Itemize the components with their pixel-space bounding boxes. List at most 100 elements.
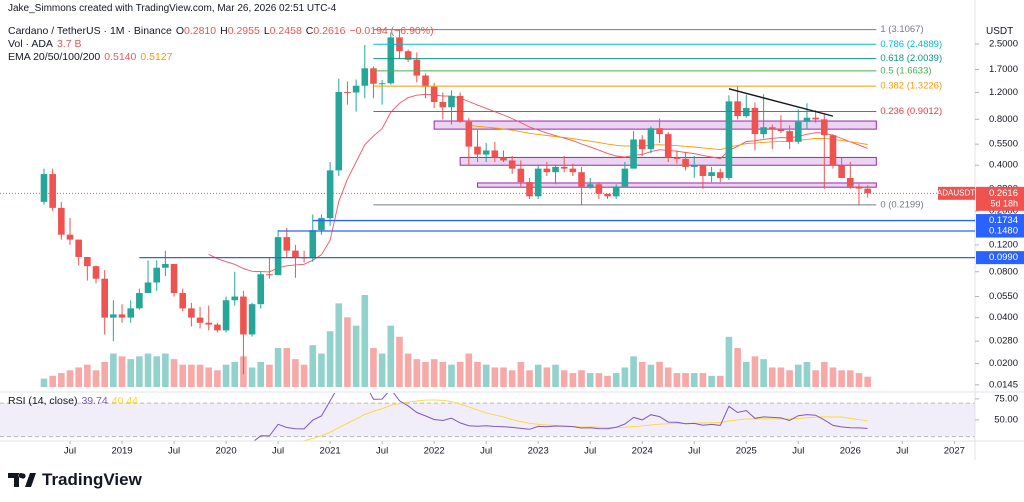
volume-bar [543,367,551,387]
x-tick-label: 2020 [215,446,236,457]
candle-body [118,314,126,318]
candle-body [465,121,473,147]
volume-bar [274,347,282,387]
candle-body [448,95,455,108]
change: −0.0194 (−6.90%) [349,25,434,37]
candle-body [569,168,577,173]
logo-text: TradingView [42,470,142,489]
ohlc-value: 0.2955 [227,25,260,37]
volume-bar [361,295,369,387]
volume-bar [638,361,646,387]
candle-body [794,121,802,142]
candle-body [92,266,100,279]
volume-bar [58,373,65,387]
zone [433,120,877,130]
candle-body [552,166,559,173]
candle-body [578,172,585,187]
symbol-tag [938,186,975,200]
volume-bar [49,375,56,387]
x-tick-label: 2024 [632,446,653,457]
candle-body [274,237,282,276]
zone [477,182,877,188]
y-tick-label: 0.4000 [989,160,1018,171]
volume-bar [205,367,213,387]
x-tick-label: 2027 [944,446,965,457]
candle-body [612,186,620,197]
volume-bar [40,378,48,387]
candle-body [534,168,542,197]
ema-value: 0.5127 [140,51,173,63]
rsi-band [0,403,975,437]
candle-body [188,308,195,318]
candle-body [422,75,429,87]
volume-bar [560,370,568,387]
candle-body [595,184,603,194]
volume-value: 3.7 B [56,38,82,50]
candle-body [170,263,178,294]
y-tick-label: 0.0145 [989,379,1018,390]
candle-body [768,127,776,130]
h-line-tag [976,224,1024,238]
volume-bar [508,370,516,387]
x-tick-label: 2021 [320,446,341,457]
fib-label: 0.618 (2.0039) [880,53,942,64]
volume-bar [534,364,542,387]
volume-bar [760,359,767,387]
candle-body [153,267,161,283]
rsi-value: 39.74 [81,395,108,407]
credit: Jake_Simmons created with TradingView.co… [8,3,336,14]
candle-body [58,207,65,235]
volume-bar [448,364,455,387]
x-tick-label: 2019 [111,446,132,457]
volume-bar [283,347,291,387]
volume-bar [803,361,811,387]
candle-body [760,127,767,135]
ohlc-key: H [220,25,228,37]
volume-bar [387,325,395,387]
candle-body [179,293,187,309]
volume-bar [586,373,594,387]
candle-body [49,174,56,208]
volume-bar [716,375,724,387]
fib-label: 0.382 (1.3226) [880,81,942,92]
logo[interactable]: TradingView [8,470,142,490]
volume-bar [248,367,256,387]
volume-bar [829,367,837,387]
y-tick-label: 0.5500 [989,139,1018,150]
h-line-tag [976,214,1024,228]
volume-bar [595,373,603,387]
candle-body [84,256,91,267]
h-line-label: 0.0990 [989,252,1018,263]
rsi-tick-label: 75.00 [994,393,1018,404]
volume-bar [630,356,637,387]
y-tick-label: 0.0280 [989,336,1018,347]
ohlc-key: L [263,25,270,37]
volume-bar [292,359,299,387]
volume-bar [838,370,845,387]
x-tick-label: 2023 [528,446,549,457]
y-tick-label: 0.0800 [989,266,1018,277]
volume-bar [751,356,759,387]
volume-bar [734,347,741,387]
volume-bar [474,361,481,387]
ohlc-value: 0.2458 [269,25,302,37]
rsi-row: RSI (14, close) 39.74 40.44 [8,395,138,407]
volume-bar [318,353,325,387]
candle-body [803,117,811,122]
ohlc-value: 0.2810 [183,25,217,37]
volume-bar [222,364,230,387]
y-tick-label: 0.0550 [989,291,1018,302]
volume-bar [517,361,525,387]
x-tick-label: Jul [376,446,388,457]
candle-body [413,59,421,76]
volume-bar [578,370,585,387]
candle-body [690,165,698,167]
candle-body [656,128,663,135]
candle-body [248,304,256,335]
volume-bar [821,361,828,387]
y-tick-label: 0.2000 [989,206,1018,217]
y-tick-label: 0.0200 [989,358,1018,369]
ohlc-item: H0.2955 [220,25,260,37]
candle-body [664,134,672,158]
